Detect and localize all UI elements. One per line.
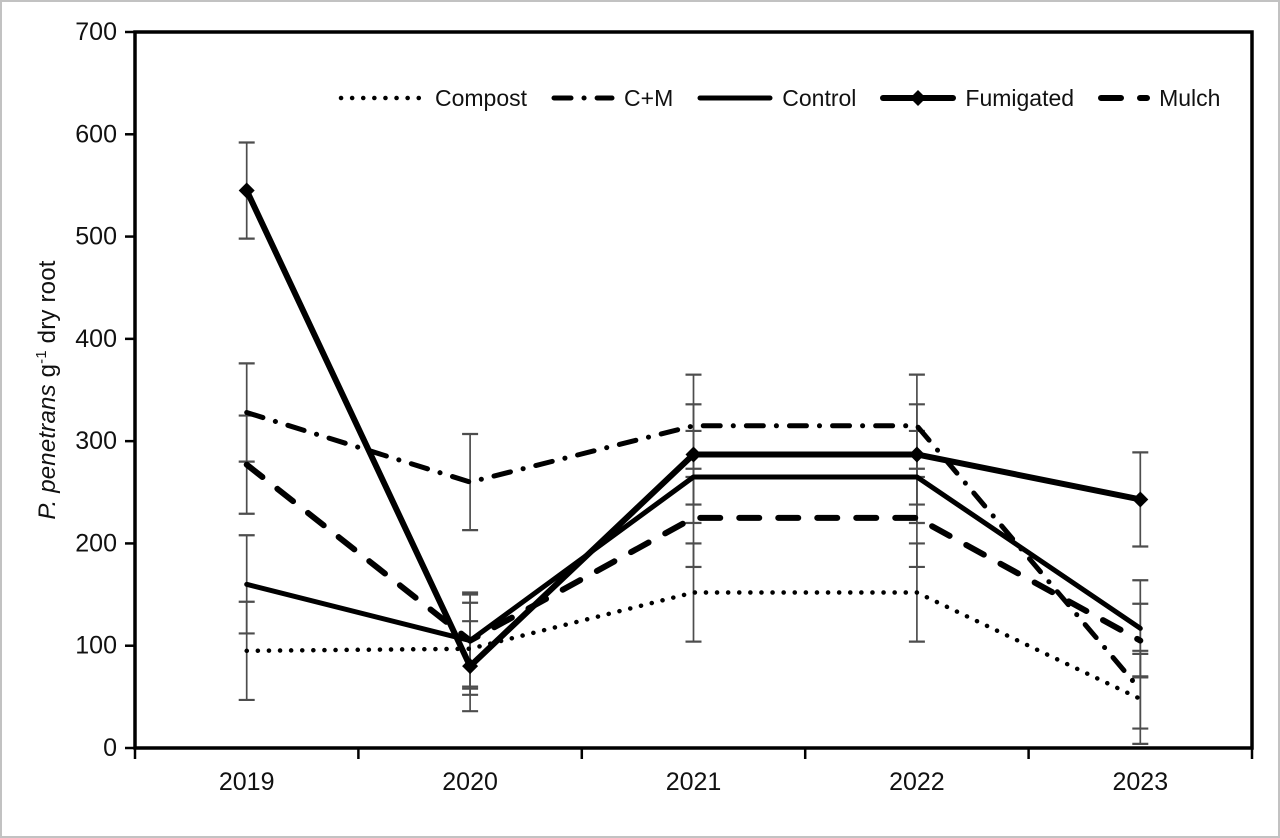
- series-line-control: [244, 474, 1143, 644]
- x-tick-label: 2023: [1112, 768, 1168, 796]
- y-axis-title-species: P. penetrans: [34, 384, 61, 520]
- legend-label: Mulch: [1159, 84, 1221, 111]
- y-tick-label: 300: [75, 427, 117, 455]
- legend-label: Fumigated: [965, 84, 1075, 111]
- y-tick-label: 600: [75, 120, 117, 148]
- legend-label: Compost: [435, 84, 528, 111]
- y-axis-title-unit-sup: -1: [34, 350, 50, 364]
- legend-item-mulch: Mulch: [1098, 85, 1220, 112]
- x-tick-label: 2019: [219, 768, 275, 796]
- y-tick-label: 100: [75, 632, 117, 660]
- legend-marker-solid: [880, 90, 957, 106]
- legend-marker-dashed: [1098, 95, 1151, 101]
- diamond-marker: [238, 182, 255, 199]
- legend-marker-dotted: [338, 95, 426, 101]
- y-axis-title-unit-pre: g: [34, 363, 61, 385]
- legend-label: Control: [782, 84, 857, 111]
- x-axis-ticks: 2019 2020 2021 2022 2023: [133, 748, 1254, 796]
- plot-area-border: [133, 30, 1254, 750]
- error-bars-group: [238, 141, 1149, 746]
- y-axis-title-unit-post: dry root: [34, 260, 61, 351]
- y-axis-ticks: 0 100 200 300 400 500 600 700: [75, 18, 135, 762]
- legend-item-compost: Compost: [338, 85, 527, 112]
- legend-diamond-marker: [910, 90, 927, 106]
- legend-item-c-m: C+M: [551, 85, 673, 112]
- diamond-marker: [462, 658, 479, 675]
- legend-item-control: Control: [697, 85, 856, 112]
- legend-item-fumigated: Fumigated: [880, 85, 1074, 112]
- legend-marker-dashdot: [551, 95, 615, 101]
- x-tick-label: 2020: [442, 768, 498, 796]
- y-tick-label: 200: [75, 529, 117, 557]
- x-tick-label: 2021: [666, 768, 722, 796]
- y-tick-label: 700: [75, 18, 117, 46]
- chart-legend: Compost C+M Control Fumigated Mulch: [338, 83, 1220, 113]
- diamond-marker: [685, 446, 702, 463]
- y-tick-label: 500: [75, 223, 117, 251]
- y-axis-title: P. penetrans g-1 dry root: [34, 260, 62, 519]
- y-tick-label: 400: [75, 325, 117, 353]
- y-tick-label: 0: [103, 734, 117, 762]
- error-bar: [685, 467, 702, 569]
- legend-marker-solid: [697, 95, 773, 101]
- diamond-marker: [908, 446, 925, 463]
- x-tick-label: 2022: [889, 768, 945, 796]
- diamond-marker: [1132, 491, 1149, 508]
- series-line-compost: [244, 590, 1143, 702]
- legend-label: C+M: [624, 84, 674, 111]
